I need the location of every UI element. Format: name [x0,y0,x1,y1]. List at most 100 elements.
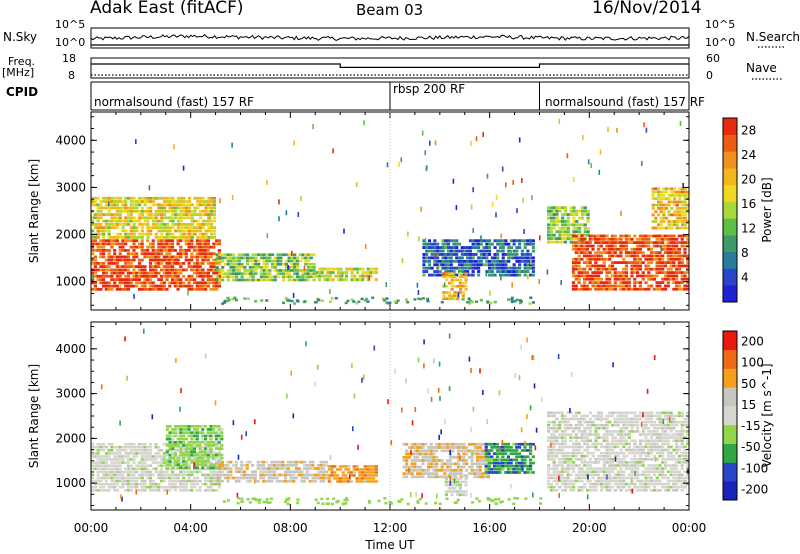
data-cell [137,467,142,471]
data-cell [449,266,453,270]
data-cell [644,234,648,238]
data-cell [110,223,114,226]
data-cell [154,223,158,226]
data-cell [326,274,330,278]
data-cell [457,449,461,453]
data-cell [217,455,221,458]
data-cell [647,274,651,278]
data-cell [374,474,378,477]
data-cell [675,287,679,291]
data-cell [470,442,474,446]
data-cell [124,223,128,226]
data-cell [126,249,130,252]
data-cell [113,213,117,216]
data-cell [608,473,612,477]
data-cell [282,272,286,275]
data-cell [193,425,197,428]
data-cell [182,452,186,455]
data-cell [563,223,568,227]
data-cell [217,482,221,486]
data-cell [588,274,592,278]
data-cell [220,437,224,441]
data-cell [547,473,551,477]
data-cell [143,467,147,471]
data-cell [262,473,266,477]
data-cell [493,246,497,249]
data-cell [464,474,468,477]
data-cell [201,473,205,477]
data-cell [304,275,308,279]
data-cell [599,454,604,458]
data-cell [115,265,119,268]
data-cell [424,442,428,446]
data-cell [647,241,651,244]
data-cell [608,454,612,458]
noise-speck [641,161,643,166]
ground-speck [440,300,444,304]
data-cell [613,237,617,241]
data-cell [190,223,194,226]
data-cell [173,452,177,455]
data-cell [444,477,448,481]
data-cell [151,203,156,207]
data-cell [171,196,175,200]
data-cell [449,259,453,263]
data-cell [619,476,623,480]
data-cell [622,451,626,455]
data-cell [605,436,609,439]
data-cell [193,466,197,470]
data-cell [686,197,690,200]
data-cell [198,242,202,246]
data-cell [126,271,130,275]
data-cell [647,254,651,258]
data-cell [644,281,648,284]
data-cell [96,223,100,226]
data-cell [345,271,349,275]
data-cell [184,425,188,428]
noise-speck [266,233,269,239]
data-cell [209,447,213,450]
data-cell [467,442,471,446]
data-cell [148,479,153,483]
data-cell [157,271,161,275]
data-cell [193,453,197,457]
data-cell [602,247,606,251]
data-cell [686,210,690,214]
data-cell [251,253,255,257]
data-cell [471,239,475,243]
data-cell [633,251,637,254]
data-cell [149,229,153,233]
data-cell [680,237,684,241]
data-cell [608,485,612,489]
data-cell [206,249,210,252]
data-cell [571,257,576,261]
data-cell [529,263,533,267]
data-cell [91,219,95,223]
data-cell [422,273,426,277]
data-cell [132,209,136,213]
data-cell [185,236,189,239]
data-cell [580,414,584,418]
data-cell [594,254,598,258]
data-cell [558,479,562,483]
data-cell [195,482,199,486]
data-cell [529,471,533,474]
data-cell [187,456,191,460]
data-cell [107,236,111,239]
data-cell [418,442,422,446]
data-cell [182,455,186,458]
data-cell [580,284,584,288]
data-cell [672,234,676,238]
data-cell [217,434,221,438]
data-cell [549,223,553,227]
data-cell [457,242,461,246]
data-cell [168,239,172,243]
data-cell [605,470,609,473]
data-cell [512,442,516,446]
data-cell [104,265,108,268]
data-cell [518,242,522,246]
data-cell [210,226,214,229]
data-cell [613,251,617,254]
data-cell [549,206,553,210]
data-cell [583,448,587,452]
